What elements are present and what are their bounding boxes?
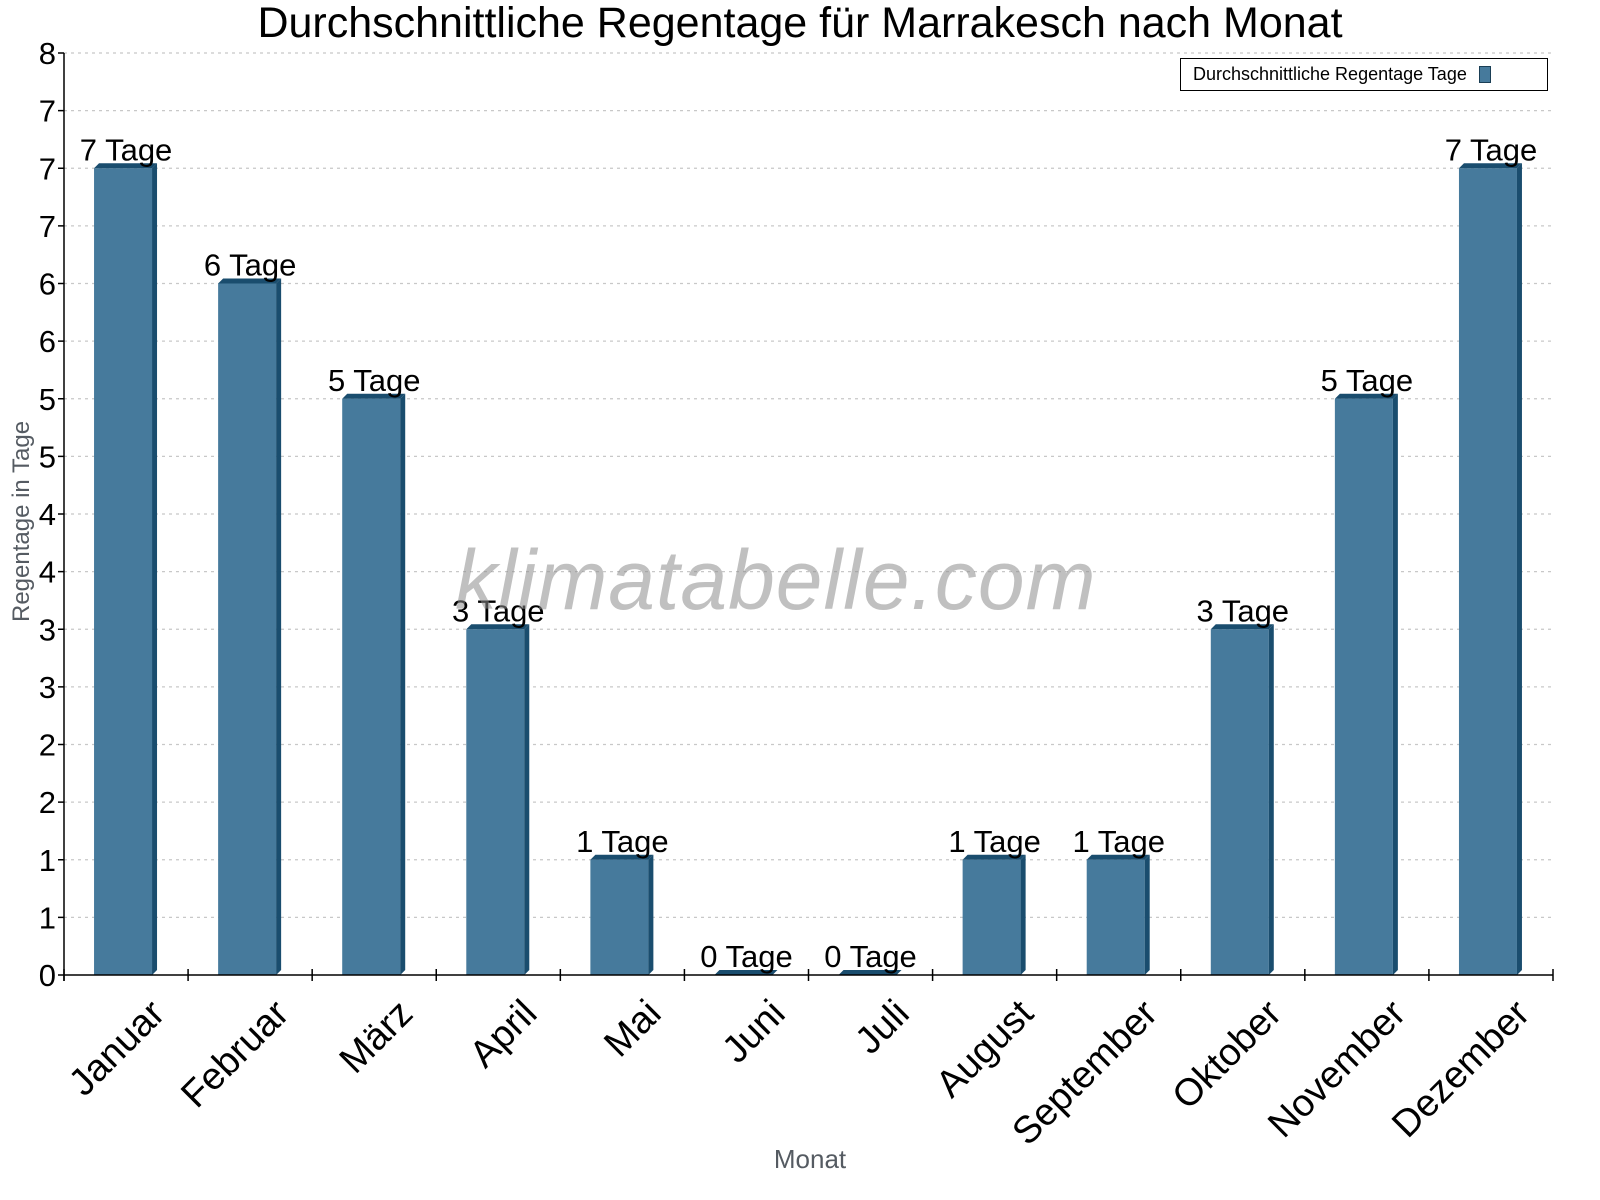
bar-top: [466, 624, 530, 630]
bar-front: [1210, 629, 1269, 975]
bar-top: [962, 854, 1026, 860]
bar: [218, 278, 282, 975]
legend: Durchschnittliche Regentage Tage: [1180, 58, 1548, 91]
bar-top: [94, 163, 158, 169]
bar-top: [1086, 854, 1150, 860]
bar: [1210, 624, 1274, 975]
data-label: 3 Tage: [1197, 593, 1290, 628]
y-tick-label: 0: [39, 958, 56, 993]
legend-label: Durchschnittliche Regentage Tage: [1193, 64, 1467, 84]
x-tick-label: August: [928, 992, 1042, 1106]
bar-side: [152, 163, 158, 975]
bar: [590, 854, 654, 975]
data-label: 3 Tage: [452, 593, 545, 628]
data-label: 0 Tage: [824, 939, 917, 974]
bar: [714, 970, 778, 975]
bar-side: [400, 393, 406, 975]
y-tick-label: 4: [39, 497, 56, 532]
bar-front: [962, 859, 1021, 975]
bar-top: [590, 854, 654, 860]
y-tick-label: 2: [39, 728, 56, 763]
x-tick-label: Februar: [173, 992, 297, 1116]
bar: [342, 393, 406, 975]
gridlines: [64, 52, 1553, 918]
data-label: 6 Tage: [204, 248, 297, 283]
data-label: 5 Tage: [328, 363, 421, 398]
bar: [1086, 854, 1150, 975]
chart-title: Durchschnittliche Regentage für Marrakes…: [257, 0, 1343, 47]
x-tick-label: April: [462, 992, 545, 1075]
y-tick-label: 8: [39, 36, 56, 71]
bar-front: [1458, 168, 1517, 975]
y-tick-label: 4: [39, 555, 56, 590]
bar-top: [1334, 393, 1398, 399]
y-tick-label: 2: [39, 785, 56, 820]
data-label: 0 Tage: [700, 939, 793, 974]
x-tick-label: Juli: [848, 992, 918, 1062]
y-tick-label: 1: [39, 900, 56, 935]
bar-front: [94, 168, 153, 975]
bars: [94, 163, 1522, 975]
bar: [94, 163, 158, 975]
bar-top: [1458, 163, 1522, 169]
bar-side: [1268, 624, 1274, 975]
bar-side: [648, 854, 654, 975]
data-label: 1 Tage: [576, 824, 669, 859]
bar-front: [1334, 398, 1393, 975]
bar: [962, 854, 1026, 975]
x-tick-label: Mai: [596, 992, 669, 1065]
x-tick-label: Oktober: [1165, 992, 1291, 1118]
bar-side: [524, 624, 530, 975]
data-labels: 7 Tage 6 Tage 5 Tage 3 Tage 1 Tage 0 Tage 0 Ta…: [80, 132, 1537, 974]
bar-front: [1086, 859, 1145, 975]
data-label: 5 Tage: [1321, 363, 1414, 398]
bar-front: [466, 629, 525, 975]
data-label: 1 Tage: [948, 824, 1041, 859]
bar: [838, 970, 902, 975]
bar: [1458, 163, 1522, 975]
y-tick-label: 3: [39, 670, 56, 705]
y-tick-label: 6: [39, 267, 56, 302]
bar-top: [1210, 624, 1274, 630]
bar-top: [342, 393, 406, 399]
bar-side: [1392, 393, 1398, 975]
bar-top: [714, 970, 778, 975]
y-tick-label: 7: [39, 209, 56, 244]
bar-front: [590, 859, 649, 975]
bar-front: [218, 283, 277, 975]
bar-side: [1020, 854, 1026, 975]
y-axis-ticks: 0 1 1 2 2 3 3 4 4 5 5 6 6 7 7 7 8: [39, 36, 64, 993]
y-axis-title: Regentage in Tage: [8, 420, 35, 622]
y-tick-label: 3: [39, 612, 56, 647]
x-axis-ticks: Januar Februar März April Mai Juni Juli AugustS…: [61, 969, 1554, 1153]
x-tick-label: Dezember: [1384, 992, 1538, 1146]
x-tick-label: Januar: [61, 992, 173, 1104]
legend-swatch: [1478, 66, 1491, 83]
bar-top: [838, 970, 902, 975]
y-tick-label: 7: [39, 94, 56, 129]
x-axis-title: Monat: [773, 1144, 847, 1174]
bar-side: [1516, 163, 1522, 975]
data-label: 7 Tage: [80, 132, 173, 167]
y-tick-label: 5: [39, 439, 56, 474]
bar-top: [218, 278, 282, 284]
bar-front: [342, 398, 401, 975]
bar-side: [276, 278, 282, 975]
x-tick-label: März: [332, 992, 421, 1081]
x-tick-label: Juni: [714, 992, 793, 1071]
bar-side: [1144, 854, 1150, 975]
bar: [466, 624, 530, 975]
y-tick-label: 6: [39, 324, 56, 359]
axes: [63, 53, 1553, 981]
data-label: 7 Tage: [1445, 132, 1538, 167]
y-tick-label: 5: [39, 382, 56, 417]
y-tick-label: 1: [39, 843, 56, 878]
y-tick-label: 7: [39, 151, 56, 186]
bar: [1334, 393, 1398, 975]
data-label: 1 Tage: [1072, 824, 1165, 859]
